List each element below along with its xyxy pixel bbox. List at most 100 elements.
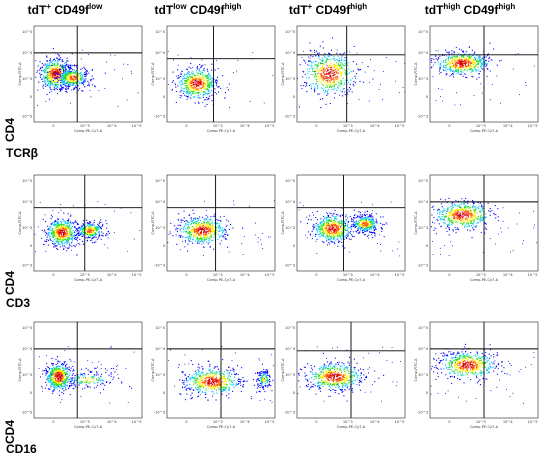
event-point-c0 [351, 223, 353, 226]
event-point-c0 [446, 73, 448, 75]
event-point-c0 [197, 241, 199, 243]
event-point-c0 [56, 80, 58, 82]
event-point-c0 [206, 219, 208, 221]
event-point-c0 [349, 227, 351, 229]
event-point-c1 [376, 220, 378, 222]
y-tick-label: 10^5 [285, 30, 295, 34]
event-point-c0 [455, 65, 458, 67]
y-tick-label: 10^3 [155, 226, 165, 230]
event-point-c1 [362, 228, 365, 230]
event-point-c0 [465, 51, 467, 53]
event-point-c0 [326, 222, 328, 224]
event-point-c1 [73, 64, 75, 66]
event-point-c0 [347, 89, 349, 91]
event-point-c0 [217, 86, 219, 88]
event-point-c0 [46, 56, 48, 58]
y-tick-label: 0 [163, 95, 166, 99]
event-point-c1 [78, 72, 80, 75]
event-point-c0 [201, 237, 203, 239]
event-point-c0 [333, 238, 335, 240]
event-point-c0 [55, 68, 57, 70]
event-point-c0 [50, 222, 52, 225]
event-point-c1 [352, 219, 355, 221]
event-point-c0 [311, 62, 313, 64]
event-point-c0 [342, 245, 344, 247]
event-point-c1 [371, 215, 373, 217]
event-point-c0 [186, 223, 188, 226]
event-point-c0 [443, 69, 445, 72]
event-point-c1 [105, 220, 107, 222]
event-point-c1 [77, 229, 79, 231]
event-point-c0 [197, 97, 199, 99]
event-point-c0 [475, 63, 478, 65]
event-point-c0 [452, 70, 454, 72]
event-point-c0 [316, 231, 318, 233]
event-point-c0 [472, 62, 474, 64]
event-point-c0 [197, 219, 199, 221]
event-point-c0 [319, 228, 321, 230]
event-point-c0 [205, 224, 207, 226]
scatter-points [430, 42, 535, 106]
event-point-c0 [312, 61, 315, 63]
event-point-c1 [96, 233, 98, 235]
event-point-c0 [202, 85, 204, 88]
event-point-c1 [61, 78, 63, 80]
y-tick-label: 0 [30, 95, 33, 99]
event-point-c1 [70, 65, 72, 67]
event-point-c0 [322, 60, 325, 62]
event-point-c0 [307, 64, 309, 66]
event-point-c0 [468, 68, 470, 71]
event-point-c0 [198, 69, 200, 71]
event-point-c0 [313, 67, 315, 69]
event-point-c0 [325, 223, 327, 225]
event-point-c0 [190, 87, 192, 90]
event-point-c0 [355, 63, 358, 65]
event-point-c0 [52, 80, 54, 83]
event-point-c0 [46, 77, 48, 80]
event-point-c0 [339, 214, 341, 217]
event-point-c1 [368, 227, 371, 229]
event-point-noise [181, 70, 183, 72]
event-point-c0 [207, 79, 209, 81]
event-point-c0 [44, 63, 46, 65]
y-tick-label: 10^5 [155, 30, 165, 34]
event-point-c0 [52, 60, 54, 62]
event-point-c0 [323, 75, 325, 77]
event-point-c0 [320, 222, 322, 224]
event-point-c0 [329, 80, 331, 82]
y-tick-label: 10^3 [285, 77, 295, 81]
event-point-c0 [194, 77, 196, 79]
event-point-c0 [76, 228, 78, 231]
event-point-c1 [366, 210, 368, 212]
event-point-c0 [322, 77, 325, 79]
event-point-c1 [70, 74, 72, 76]
event-point-c0 [44, 220, 47, 223]
y-tick-label: 10^4 [22, 51, 33, 55]
event-point-c0 [329, 64, 331, 66]
event-point-c1 [78, 234, 80, 237]
event-point-c0 [339, 65, 341, 67]
event-point-c0 [47, 67, 50, 69]
event-point-noise [224, 228, 226, 230]
event-point-c0 [334, 229, 336, 231]
event-point-c0 [316, 230, 318, 232]
header-marker-sup: high [350, 2, 368, 11]
event-point-c0 [211, 100, 213, 102]
event-point-c0 [477, 55, 480, 57]
event-point-c0 [203, 223, 205, 225]
y-tick-label: 0 [30, 244, 33, 248]
event-point-c0 [351, 77, 353, 79]
event-point-c0 [203, 242, 205, 244]
event-point-c0 [334, 234, 336, 236]
event-point-c0 [455, 60, 457, 63]
event-point-c0 [334, 224, 336, 227]
event-point-c0 [196, 77, 198, 79]
event-point-c0 [304, 73, 306, 76]
event-point-c0 [67, 85, 69, 87]
event-point-noise [491, 59, 493, 61]
event-point-c0 [199, 240, 202, 243]
event-point-c0 [47, 239, 50, 242]
event-point-c1 [102, 235, 104, 237]
event-point-noise [370, 59, 372, 61]
header-marker: CD49f [50, 3, 89, 17]
